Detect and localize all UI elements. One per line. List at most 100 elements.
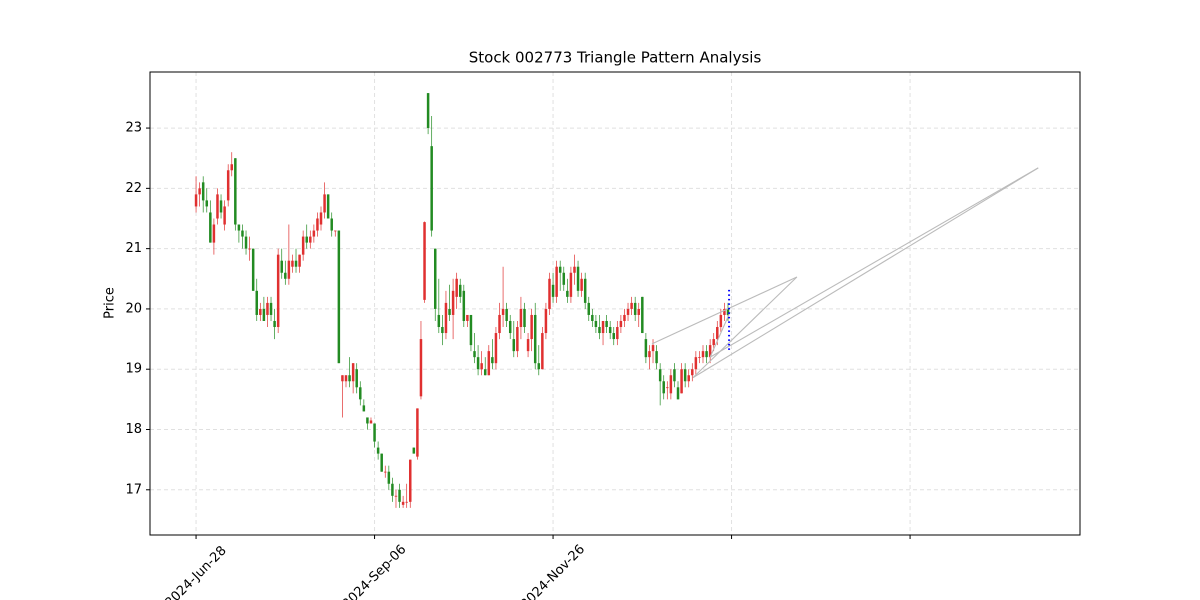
candle-body — [494, 333, 498, 364]
candle-body — [341, 375, 344, 382]
candle-body — [451, 290, 455, 315]
candle-body — [376, 447, 380, 454]
candle-body — [491, 357, 494, 364]
candle-body — [637, 308, 640, 315]
candle-body — [437, 314, 441, 328]
candle-body — [244, 236, 248, 249]
candle-body — [326, 194, 330, 219]
candle-body — [541, 333, 544, 370]
candle-body — [630, 302, 633, 309]
candle-body — [576, 266, 580, 291]
candle-body — [530, 314, 533, 340]
candle-body — [198, 188, 201, 195]
candle-body — [412, 447, 416, 454]
candle-body — [251, 248, 255, 291]
candle-body — [362, 405, 366, 412]
candle-body — [623, 314, 626, 321]
candle-body — [566, 290, 569, 297]
candle-body — [716, 327, 719, 340]
candle-body — [533, 314, 537, 364]
candle-body — [526, 339, 530, 352]
candle-body — [423, 222, 426, 300]
candle-body — [719, 314, 723, 328]
trend-line — [651, 276, 798, 345]
candle-body — [344, 375, 348, 382]
trend-line — [709, 311, 731, 358]
candle-body — [441, 327, 444, 334]
y-tick-label: 20 — [125, 301, 142, 316]
candle-body — [366, 417, 369, 424]
candle-body — [334, 230, 337, 232]
candle-body — [194, 194, 198, 207]
trend-line — [709, 167, 1039, 358]
candle-body — [598, 327, 601, 334]
candle-body — [223, 206, 226, 225]
candle-body — [373, 423, 376, 442]
candle-body — [455, 278, 458, 297]
candle-body — [255, 290, 258, 315]
candle-body — [262, 308, 266, 321]
candle-body — [641, 296, 644, 334]
candle-body — [226, 170, 230, 201]
candle-body — [483, 369, 487, 376]
candle-body — [705, 351, 708, 358]
candle-body — [312, 230, 316, 237]
candle-body — [355, 369, 358, 388]
candle-body — [501, 308, 505, 315]
trend-line — [692, 167, 1039, 379]
candle-body — [369, 420, 373, 424]
candle-body — [601, 320, 605, 334]
candle-body — [391, 483, 394, 496]
candle-body — [248, 248, 251, 250]
candle-body — [316, 218, 319, 231]
candle-body — [276, 254, 280, 328]
candle-body — [519, 308, 523, 328]
candle-body — [405, 501, 408, 503]
candle-body — [712, 339, 715, 346]
candle-body — [512, 339, 516, 352]
y-axis-label: Price — [103, 287, 118, 319]
candle-body — [234, 158, 237, 225]
candle-body — [508, 320, 512, 334]
candle-body — [480, 363, 483, 370]
candle-body — [605, 320, 608, 328]
candle-body — [291, 260, 294, 267]
candle-body — [655, 351, 658, 364]
candle-body — [666, 387, 669, 389]
candle-body — [380, 453, 383, 472]
candle-body — [448, 308, 451, 315]
candle-body — [591, 314, 594, 321]
candle-body — [680, 369, 683, 394]
candle-body — [330, 218, 333, 231]
candle-body — [555, 266, 558, 297]
candle-body — [259, 308, 262, 315]
candle-body — [476, 357, 480, 370]
candle-body — [416, 408, 419, 457]
candle-body — [466, 314, 469, 321]
candle-body — [469, 314, 473, 346]
candle-body — [726, 308, 730, 315]
candle-body — [516, 327, 519, 352]
candle-body — [298, 254, 301, 267]
candle-body — [673, 369, 676, 382]
candle-body — [273, 320, 276, 328]
candle-body — [701, 351, 705, 358]
candle-body — [698, 357, 701, 358]
candle-body — [419, 339, 423, 397]
candle-body — [269, 302, 273, 315]
candle-body — [387, 471, 391, 484]
candle-body — [569, 272, 573, 297]
candle-body — [669, 375, 673, 394]
candle-body — [537, 363, 541, 370]
candle-body — [619, 320, 623, 328]
candle-body — [487, 351, 491, 376]
candle-body — [351, 363, 355, 382]
y-tick-label: 18 — [125, 422, 142, 437]
candle-body — [544, 308, 548, 334]
candle-body — [594, 320, 598, 328]
candle-body — [384, 471, 387, 473]
candle-body — [444, 302, 448, 334]
candle-body — [662, 381, 665, 394]
